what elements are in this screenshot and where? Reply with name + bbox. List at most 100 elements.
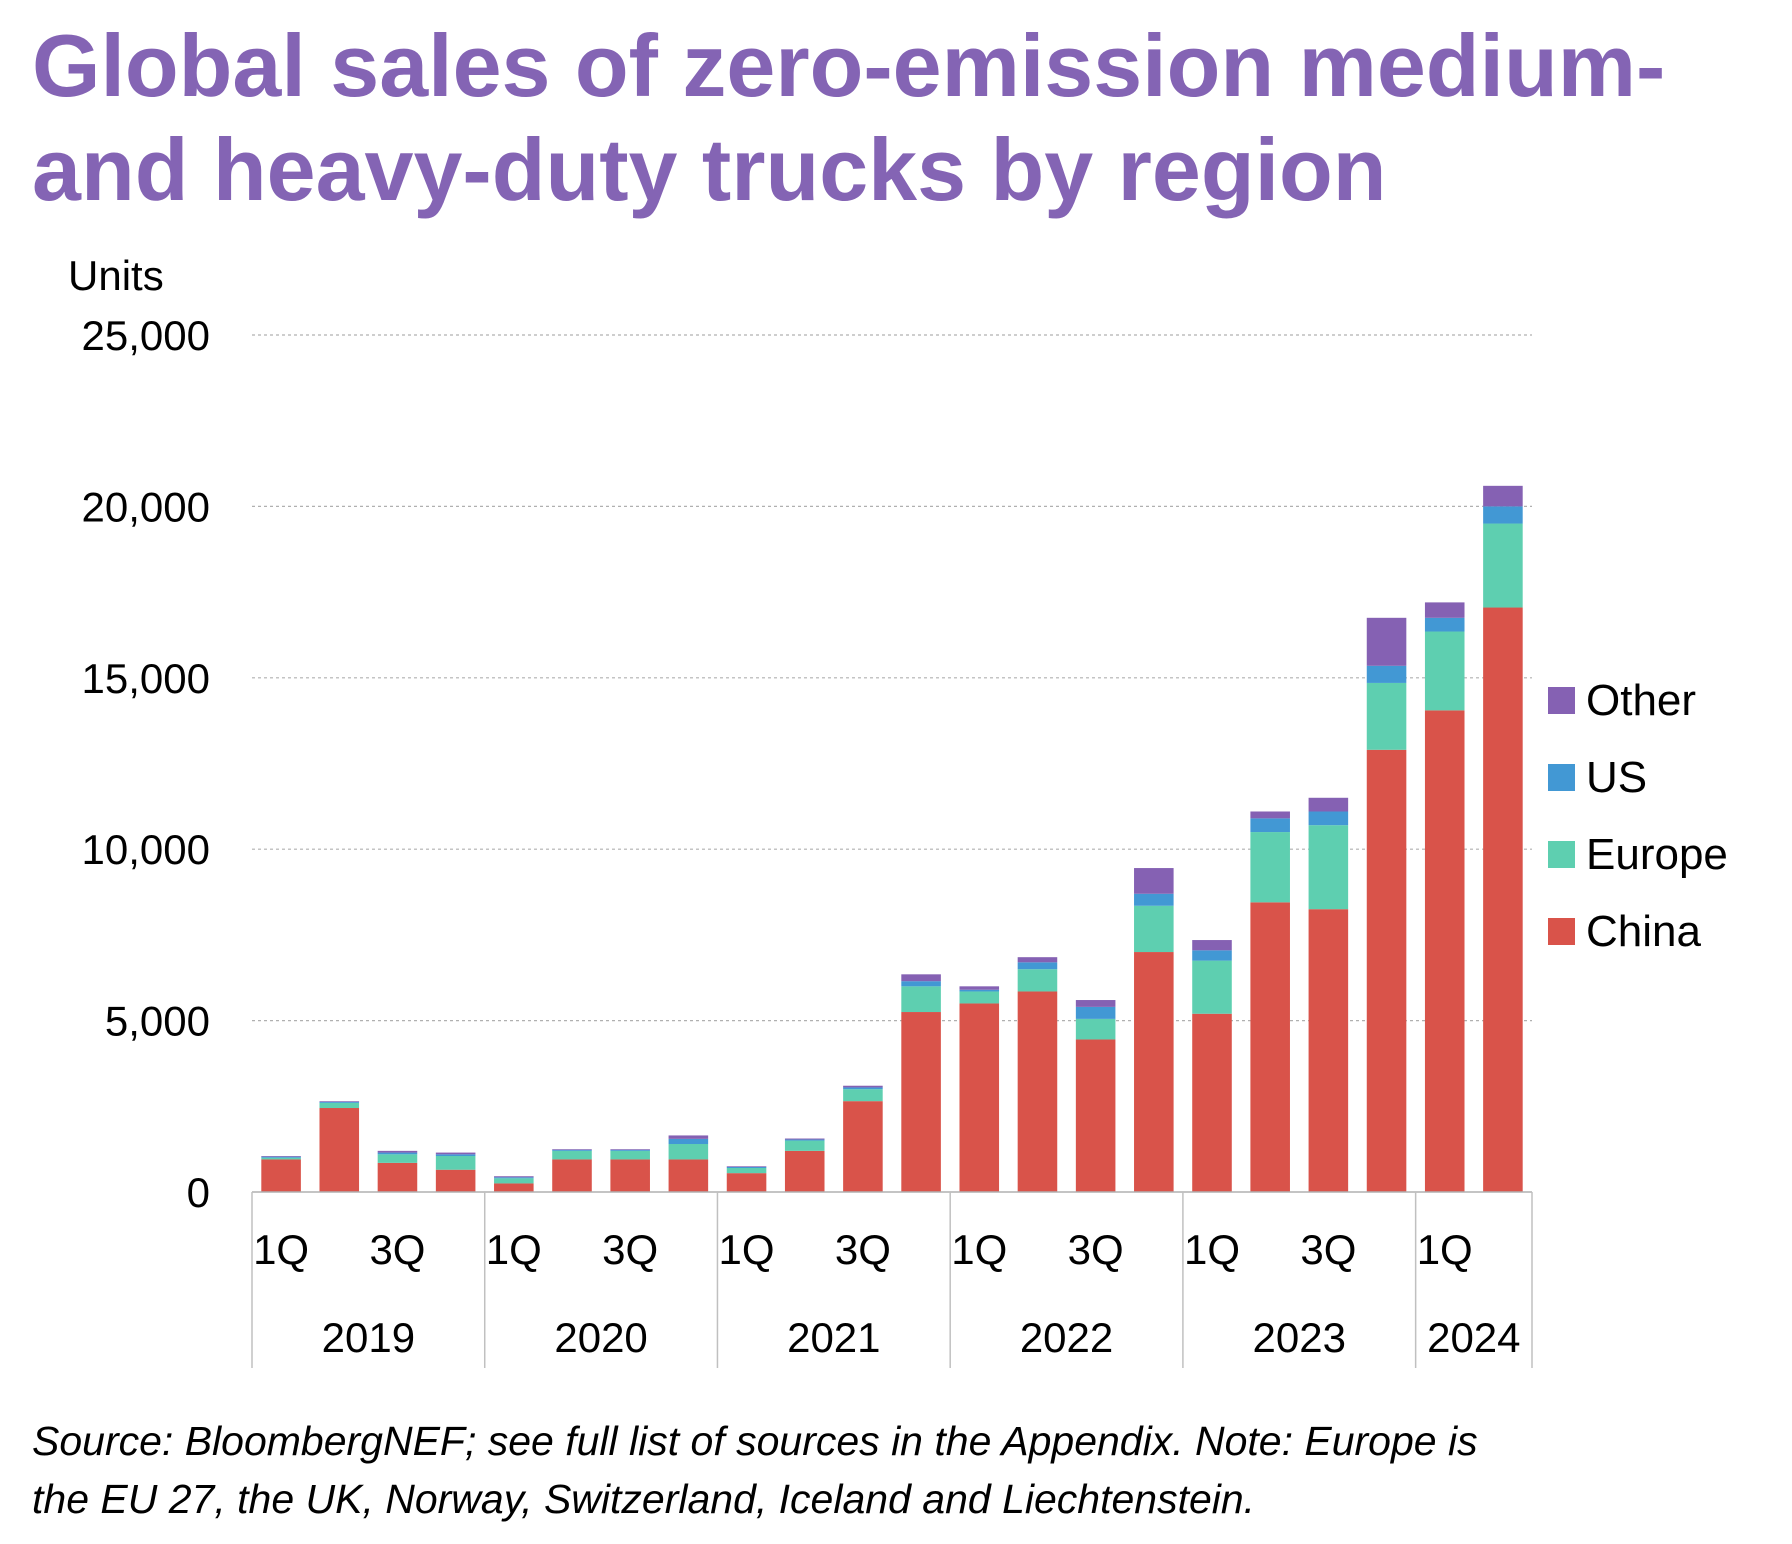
- bar-segment-europe: [1250, 832, 1290, 903]
- quarter-label: 3Q: [602, 1226, 658, 1273]
- bar-segment-us: [1483, 506, 1523, 524]
- bar-segment-china: [377, 1162, 418, 1192]
- bar-segment-europe: [1308, 825, 1349, 910]
- bar-segment-china: [668, 1159, 709, 1192]
- year-label: 2023: [1253, 1314, 1346, 1361]
- quarter-label: 3Q: [835, 1226, 891, 1273]
- y-tick-label: 15,000: [82, 655, 210, 702]
- bar-segment-china: [261, 1159, 301, 1192]
- bar-segment-us: [1308, 811, 1349, 826]
- bar-segment-us: [901, 981, 941, 987]
- bar-segment-china: [552, 1159, 592, 1192]
- bar-segment-other: [319, 1101, 360, 1102]
- quarter-label: 1Q: [951, 1226, 1007, 1273]
- bar-segment-europe: [901, 986, 941, 1013]
- bar-segment-us: [668, 1138, 709, 1145]
- bar-segment-us: [1250, 818, 1290, 833]
- quarter-label: 1Q: [253, 1226, 309, 1273]
- source-note: Source: BloombergNEF; see full list of s…: [32, 1412, 1782, 1528]
- bar-segment-europe: [435, 1156, 476, 1170]
- bar-segment-china: [1250, 902, 1290, 1192]
- bar-segment-europe: [319, 1102, 360, 1109]
- bar-segment-europe: [784, 1140, 825, 1151]
- year-label: 2024: [1427, 1314, 1520, 1361]
- bar-segment-china: [843, 1101, 883, 1192]
- bar-segment-china: [319, 1108, 360, 1192]
- bar-segment-us: [959, 989, 1000, 992]
- bar-segment-us: [552, 1149, 592, 1151]
- bar-segment-china: [901, 1012, 941, 1192]
- bar-segment-us: [377, 1152, 418, 1155]
- y-tick-label: 25,000: [82, 312, 210, 359]
- source-note-line-1: Source: BloombergNEF; see full list of s…: [32, 1418, 1478, 1464]
- bar-segment-china: [1366, 749, 1407, 1192]
- bar-segment-us: [843, 1087, 883, 1090]
- bar-segment-europe: [494, 1178, 534, 1184]
- bar-segment-europe: [1366, 682, 1407, 750]
- bar-segment-europe: [610, 1150, 650, 1160]
- bar-segment-europe: [1192, 960, 1232, 1014]
- bar-segment-china: [959, 1003, 1000, 1192]
- bar-segment-europe: [552, 1150, 592, 1160]
- quarter-label: 3Q: [1300, 1226, 1356, 1273]
- bar-segment-europe: [1424, 631, 1465, 711]
- bar-segment-us: [319, 1101, 360, 1103]
- bar-segment-other: [1075, 1000, 1116, 1007]
- year-label: 2019: [322, 1314, 415, 1361]
- quarter-label: 1Q: [1417, 1226, 1473, 1273]
- bar-segment-us: [1134, 893, 1174, 906]
- bar-segment-china: [1192, 1013, 1232, 1192]
- bar-segment-us: [1424, 617, 1465, 632]
- bar-segment-other: [959, 986, 1000, 990]
- bar-segment-us: [610, 1149, 650, 1151]
- quarter-label: 3Q: [369, 1226, 425, 1273]
- bar-segment-us: [726, 1166, 767, 1169]
- bar-segment-other: [261, 1156, 301, 1157]
- bar-segment-other: [494, 1176, 534, 1178]
- quarter-label: 1Q: [719, 1226, 775, 1273]
- bar-segment-other: [901, 974, 941, 982]
- legend-swatch-europe: [1548, 841, 1575, 868]
- stacked-bar-chart: Units 0 5,000 10,000 15,000 20,000 25,000 2019 2…: [68, 252, 1728, 1368]
- bar-segment-other: [1366, 617, 1407, 666]
- bar-segment-china: [610, 1159, 650, 1192]
- bar-segment-other: [726, 1166, 767, 1167]
- legend-swatch-china: [1548, 918, 1575, 945]
- bar-segment-europe: [1134, 905, 1174, 953]
- chart-title: Global sales of zero-emission medium- an…: [32, 14, 1752, 222]
- chart-title-line-1: Global sales of zero-emission medium-: [32, 16, 1666, 115]
- bar-segment-other: [843, 1085, 883, 1088]
- source-note-line-2: the EU 27, the UK, Norway, Switzerland, …: [32, 1476, 1256, 1522]
- bar-segment-china: [1017, 991, 1058, 1192]
- bar-segment-europe: [668, 1144, 709, 1160]
- bar-segment-us: [435, 1154, 476, 1157]
- bar-segment-china: [1075, 1039, 1116, 1192]
- bar-segment-other: [1308, 797, 1349, 812]
- legend-swatch-other: [1548, 687, 1575, 714]
- bar-segment-other: [784, 1138, 825, 1140]
- bar-segment-other: [1134, 868, 1174, 894]
- legend-label-us: US: [1586, 753, 1647, 802]
- bar-segment-other: [1483, 485, 1523, 507]
- bar-segment-europe: [1483, 523, 1523, 608]
- y-tick-label: 0: [187, 1169, 210, 1216]
- bar-segment-other: [435, 1152, 476, 1155]
- bar-segment-other: [552, 1149, 592, 1150]
- bar-segment-europe: [1075, 1018, 1116, 1040]
- bar-segment-europe: [261, 1157, 301, 1160]
- bar-segment-us: [494, 1177, 534, 1179]
- bar-segment-europe: [959, 991, 1000, 1004]
- bar-segment-china: [494, 1183, 534, 1192]
- bar-segment-other: [1192, 940, 1232, 951]
- bar-segment-europe: [1017, 969, 1058, 992]
- y-axis-label: Units: [68, 252, 164, 299]
- bar-segment-china: [784, 1150, 825, 1192]
- year-label: 2022: [1020, 1314, 1113, 1361]
- bar-segment-other: [610, 1149, 650, 1150]
- bar-segment-china: [1424, 710, 1465, 1192]
- bar-segment-china: [1483, 607, 1523, 1192]
- bar-segment-china: [1134, 952, 1174, 1192]
- bar-segment-other: [1250, 811, 1290, 819]
- legend-label-other: Other: [1586, 676, 1696, 725]
- bar-segment-china: [726, 1173, 767, 1192]
